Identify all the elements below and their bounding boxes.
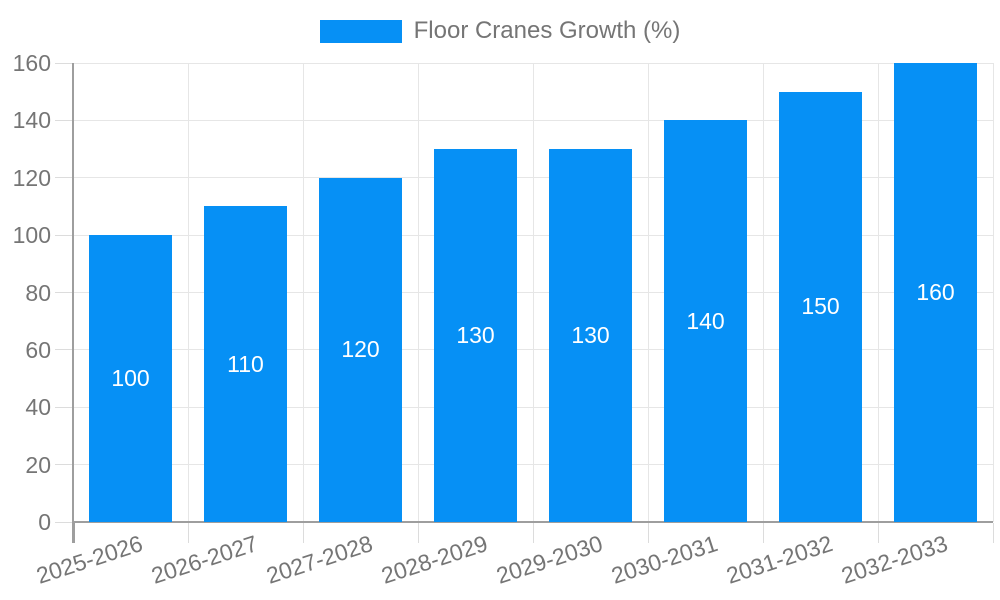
x-tick (417, 523, 419, 543)
bar[interactable]: 150 (779, 91, 862, 522)
bar[interactable]: 100 (89, 235, 172, 522)
bar-value-label: 140 (686, 307, 725, 334)
gridline-v (532, 63, 534, 522)
gridline-v (647, 63, 649, 522)
y-axis-label: 140 (12, 107, 51, 134)
x-axis-label: 2031-2032 (722, 530, 836, 589)
y-axis-label: 100 (12, 222, 51, 249)
gridline-v (992, 63, 994, 522)
y-tick (55, 521, 73, 523)
x-axis-label: 2025-2026 (32, 530, 146, 589)
bar[interactable]: 110 (204, 206, 287, 522)
bar[interactable]: 130 (549, 149, 632, 522)
y-axis-label: 80 (25, 279, 51, 306)
y-tick (55, 234, 73, 236)
bar-value-label: 130 (456, 322, 495, 349)
bar-value-label: 160 (916, 279, 955, 305)
x-axis-label: 2032-2033 (837, 530, 951, 589)
x-tick (647, 523, 649, 543)
x-axis-label: 2026-2027 (147, 530, 261, 589)
bar[interactable]: 160 (894, 63, 977, 522)
gridline-v (877, 63, 879, 522)
bar-value-label: 100 (111, 365, 150, 392)
gridline-v (302, 63, 304, 522)
bar-value-label: 150 (801, 293, 840, 320)
bar[interactable]: 140 (664, 120, 747, 522)
y-tick (55, 177, 73, 179)
x-axis-label: 2028-2029 (377, 530, 491, 589)
y-tick (55, 464, 73, 466)
x-axis-label: 2030-2031 (607, 530, 721, 589)
y-axis-line (72, 63, 74, 543)
y-tick (55, 292, 73, 293)
gridline-v (417, 63, 419, 522)
x-axis-line (73, 521, 993, 523)
x-axis-label: 2027-2028 (262, 530, 376, 589)
x-tick (877, 523, 879, 543)
legend[interactable]: Floor Cranes Growth (%) (0, 16, 1000, 46)
y-tick (55, 406, 73, 408)
legend-label: Floor Cranes Growth (%) (413, 17, 681, 44)
y-axis-label: 40 (25, 394, 51, 421)
y-tick (55, 62, 73, 64)
legend-swatch (319, 19, 402, 43)
y-axis-label: 60 (25, 336, 51, 363)
bar-value-label: 130 (571, 322, 610, 349)
x-tick (187, 523, 189, 543)
y-tick (55, 119, 73, 121)
bar[interactable]: 130 (434, 149, 517, 522)
y-axis-label: 160 (12, 50, 51, 76)
y-axis-label: 20 (25, 451, 51, 478)
gridline-v (762, 63, 764, 522)
gridline-v (187, 63, 189, 522)
x-tick (302, 523, 304, 543)
bar-value-label: 110 (227, 350, 264, 377)
x-tick (762, 523, 764, 543)
x-tick (992, 523, 994, 543)
y-axis-label: 120 (12, 164, 51, 191)
y-tick (55, 349, 73, 351)
y-axis-label: 0 (38, 509, 51, 535)
bar[interactable]: 120 (319, 177, 402, 522)
bar-value-label: 120 (341, 336, 380, 363)
x-axis-label: 2029-2030 (492, 530, 606, 589)
x-tick (532, 523, 534, 543)
